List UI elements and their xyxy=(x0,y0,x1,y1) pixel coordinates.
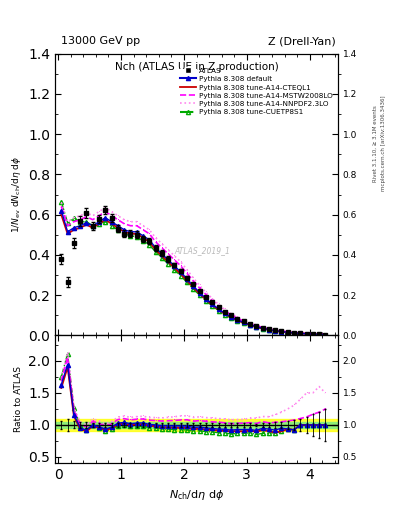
Text: ATLAS_2019_1: ATLAS_2019_1 xyxy=(174,246,230,255)
Y-axis label: $1/N_\mathrm{ev}\ \mathrm{d}N_\mathrm{ch}/\mathrm{d}\eta\ \mathrm{d}\phi$: $1/N_\mathrm{ev}\ \mathrm{d}N_\mathrm{ch… xyxy=(9,156,23,233)
Text: Nch (ATLAS UE in Z production): Nch (ATLAS UE in Z production) xyxy=(115,62,278,72)
Text: mcplots.cern.ch [arXiv:1306.3436]: mcplots.cern.ch [arXiv:1306.3436] xyxy=(381,96,386,191)
Y-axis label: Ratio to ATLAS: Ratio to ATLAS xyxy=(14,367,23,432)
Bar xyxy=(55,419,338,431)
Legend: ATLAS, Pythia 8.308 default, Pythia 8.308 tune-A14-CTEQL1, Pythia 8.308 tune-A14: ATLAS, Pythia 8.308 default, Pythia 8.30… xyxy=(178,66,334,117)
Text: Z (Drell-Yan): Z (Drell-Yan) xyxy=(268,36,336,46)
Text: 13000 GeV pp: 13000 GeV pp xyxy=(61,36,140,46)
Text: Rivet 3.1.10, ≥ 3.1M events: Rivet 3.1.10, ≥ 3.1M events xyxy=(373,105,378,182)
Bar xyxy=(55,422,338,428)
X-axis label: $N_\mathrm{ch}/\mathrm{d}\eta\ \mathrm{d}\phi$: $N_\mathrm{ch}/\mathrm{d}\eta\ \mathrm{d… xyxy=(169,488,224,502)
